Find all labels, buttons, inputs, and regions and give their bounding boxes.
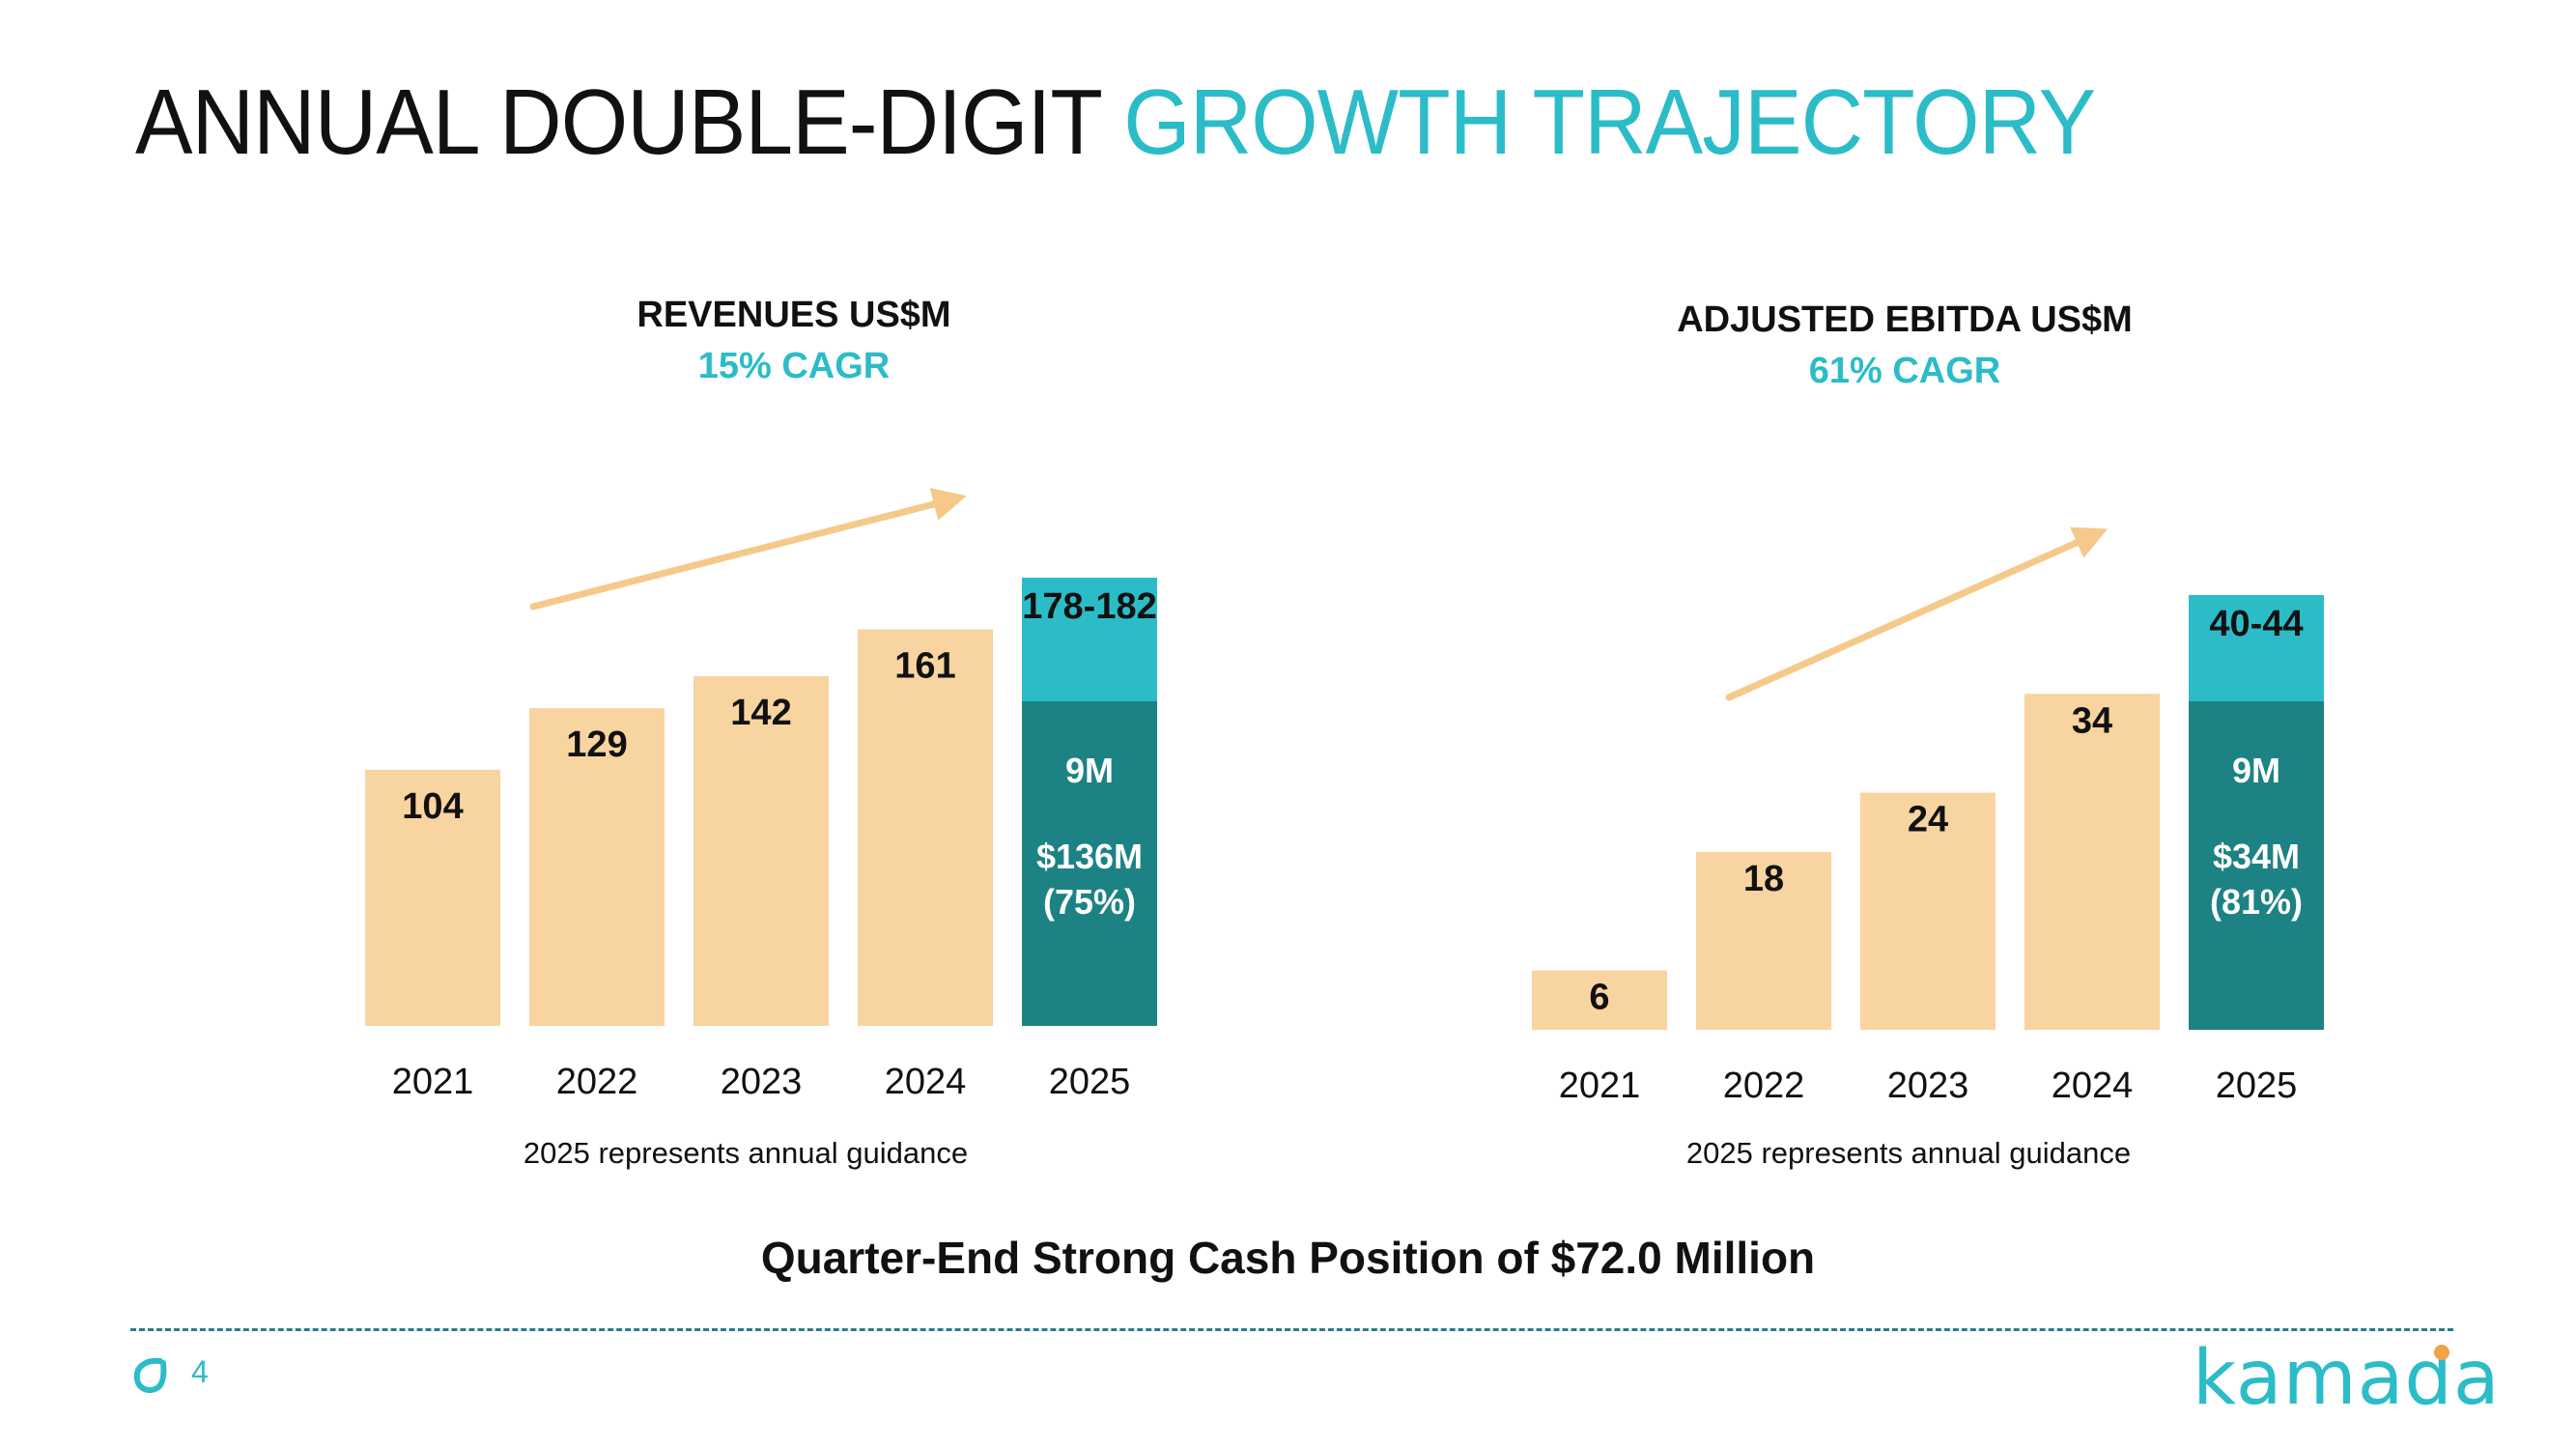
revenue-tick-2023: 2023: [721, 1062, 803, 1102]
ebitda-tick-2025: 2025: [2216, 1065, 2298, 1106]
ebitda-bars: 6 2021 18 2022 24 2023 34 2024 40-44 9M $34M (81%) 2…: [1532, 595, 2324, 1106]
revenue-tick-2025: 2025: [1049, 1062, 1131, 1102]
ebitda-bar-2023: [1860, 792, 1996, 1030]
cash-position-note: Quarter-End Strong Cash Position of $72.…: [760, 1233, 1816, 1283]
ebitda-value-label-2021: 6: [1589, 978, 1609, 1018]
page-number: 4: [191, 1354, 209, 1389]
ebitda-value-label-2024: 34: [2072, 700, 2112, 741]
ebitda-chart-cagr: 61% CAGR: [1809, 351, 2001, 391]
revenue-base-share-2025: (75%): [1043, 882, 1136, 922]
ebitda-tick-2021: 2021: [1559, 1065, 1641, 1106]
revenue-tick-2021: 2021: [392, 1062, 474, 1102]
kamada-mark-icon: [133, 1357, 167, 1394]
revenue-bars: 104 2021 129 2022 142 2023 161 2024 178-182 9M $13…: [365, 578, 1157, 1102]
revenue-value-label-2023: 142: [730, 693, 791, 733]
ebitda-bar-2024: [2024, 694, 2160, 1030]
revenue-value-label-2022: 129: [566, 724, 627, 765]
ebitda-value-label-2025: 40-44: [2209, 604, 2303, 644]
revenue-value-label-2021: 104: [402, 786, 463, 827]
ebitda-chart-title: ADJUSTED EBITDA US$M: [1677, 299, 2133, 340]
revenue-bar-2022: [529, 708, 665, 1026]
revenue-tick-2024: 2024: [885, 1062, 967, 1102]
ebitda-trend-arrow: [1725, 526, 2109, 701]
page-title: ANNUAL DOUBLE-DIGIT GROWTH TRAJECTORY: [135, 70, 2096, 176]
revenue-base-label-2025: $136M: [1036, 837, 1143, 876]
logo-dot-icon: [2434, 1345, 2449, 1360]
revenue-chart-cagr: 15% CAGR: [698, 346, 891, 386]
title-accent: GROWTH TRAJECTORY: [1123, 71, 2096, 174]
ebitda-bar-2022: [1696, 851, 1831, 1030]
revenue-bar-2023: [694, 675, 829, 1026]
ebitda-base-share-2025: (81%): [2210, 882, 2303, 922]
revenue-tick-2022: 2022: [556, 1062, 638, 1102]
revenue-bar-2024: [858, 629, 993, 1026]
revenue-chart-title: REVENUES US$M: [637, 295, 950, 335]
charts-canvas: REVENUES US$M 15% CAGR 104 2021 129 2022 142…: [365, 295, 2324, 1170]
ebitda-tick-2022: 2022: [1723, 1065, 1805, 1106]
ebitda-chart: ADJUSTED EBITDA US$M 61% CAGR 6 2021 18 202…: [1532, 299, 2324, 1170]
revenue-trend-arrow: [529, 487, 967, 611]
ebitda-bar-2021: [1532, 970, 1667, 1030]
revenue-value-label-2025: 178-182: [1022, 586, 1156, 627]
revenue-bar-2021: [365, 769, 500, 1026]
ebitda-guidance-note: 2025 represents annual guidance: [1686, 1136, 2131, 1170]
ebitda-value-label-2023: 24: [1908, 800, 1948, 840]
revenue-bar-2025-guidance-increment: [1022, 578, 1157, 701]
revenue-guidance-note: 2025 represents annual guidance: [524, 1136, 968, 1170]
revenue-chart: REVENUES US$M 15% CAGR 104 2021 129 2022 142…: [365, 295, 1157, 1170]
revenue-increment-label-2025: 9M: [1065, 751, 1114, 790]
ebitda-value-label-2022: 18: [1743, 859, 1784, 899]
ebitda-tick-2024: 2024: [2052, 1065, 2134, 1106]
kamada-logo: kamada: [2193, 1335, 2501, 1422]
ebitda-bar-2025-guidance-base: [2189, 701, 2324, 1030]
title-main: ANNUAL DOUBLE-DIGIT: [135, 71, 1101, 174]
revenue-bar-2025-guidance-base: [1022, 701, 1157, 1026]
revenue-value-label-2024: 161: [894, 646, 955, 687]
ebitda-tick-2023: 2023: [1887, 1065, 1969, 1106]
footer-divider: [130, 1328, 2453, 1331]
ebitda-base-label-2025: $34M: [2213, 837, 2300, 876]
ebitda-increment-label-2025: 9M: [2232, 751, 2280, 790]
ebitda-bar-2025-guidance-increment: [2189, 595, 2324, 701]
